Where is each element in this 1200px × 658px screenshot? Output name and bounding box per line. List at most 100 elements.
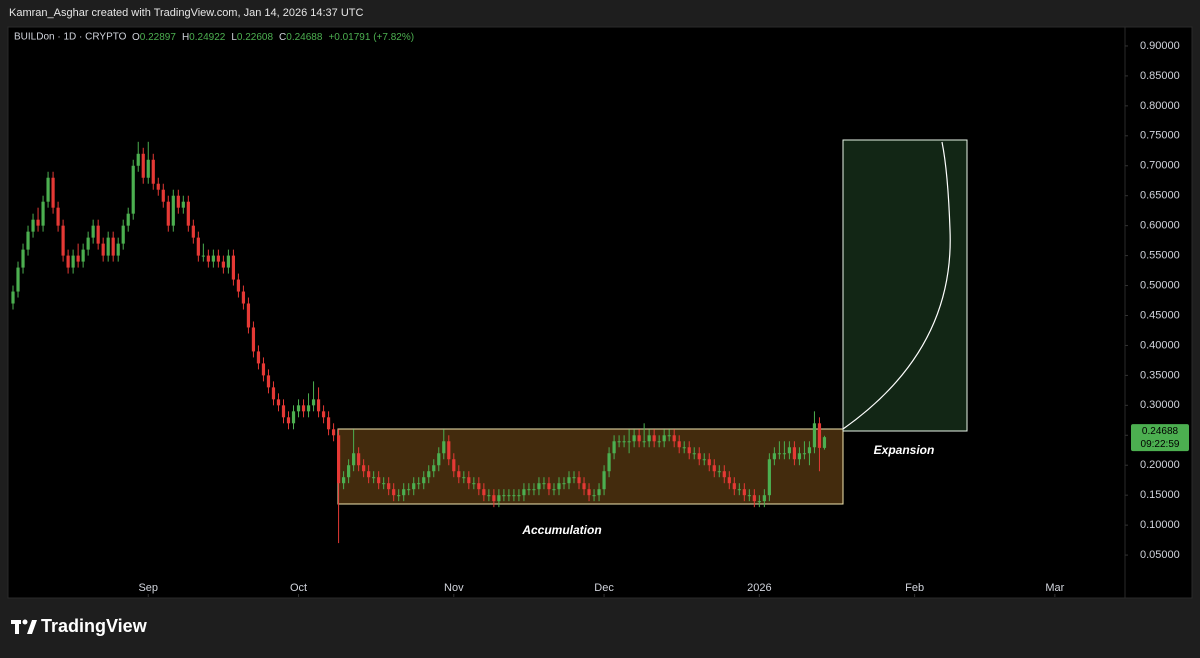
candle-body xyxy=(231,255,236,280)
candle-body xyxy=(817,423,822,448)
candle-body xyxy=(637,435,641,442)
candle-body xyxy=(321,411,326,418)
candle-body xyxy=(306,405,311,412)
x-tick-label: Sep xyxy=(138,582,158,594)
candle-body xyxy=(802,453,807,455)
candle-body xyxy=(572,477,576,479)
y-tick-label: 0.90000 xyxy=(1140,40,1180,52)
candle-body xyxy=(517,495,521,497)
candle-body xyxy=(392,489,396,496)
candle-body xyxy=(76,255,80,262)
candle-body xyxy=(16,267,20,292)
candle-body xyxy=(762,495,766,502)
candle-body xyxy=(166,201,170,226)
candle-body xyxy=(336,435,341,484)
y-tick-label: 0.10000 xyxy=(1140,519,1180,531)
candle-body xyxy=(542,483,546,485)
x-tick-label: 2026 xyxy=(747,582,771,594)
legend-value: 0.24922 xyxy=(189,32,226,43)
candle-body xyxy=(647,435,651,442)
y-tick-label: 0.70000 xyxy=(1140,160,1180,172)
y-tick-label: 0.60000 xyxy=(1140,220,1180,232)
candle-body xyxy=(412,483,416,490)
candle-body xyxy=(357,453,361,466)
candle-body xyxy=(387,483,391,490)
candle-body xyxy=(747,495,751,497)
candle-body xyxy=(652,435,656,442)
candle-body xyxy=(156,183,160,190)
candle-body xyxy=(797,453,802,460)
candle-body xyxy=(367,471,371,478)
candle-body xyxy=(372,477,376,479)
candle-body xyxy=(276,399,281,406)
candle-body xyxy=(612,441,616,454)
candle-body xyxy=(151,159,155,184)
annotation: Accumulation xyxy=(521,523,601,537)
logo-part xyxy=(27,620,37,634)
candle-body xyxy=(752,495,756,502)
logo-part xyxy=(15,620,19,634)
candle-body xyxy=(131,165,135,214)
candle-body xyxy=(71,255,75,268)
candle-body xyxy=(792,447,797,460)
candle-body xyxy=(622,441,626,443)
candle-body xyxy=(397,495,401,497)
candle-body xyxy=(81,249,85,262)
candle-body xyxy=(126,213,130,226)
candle-body xyxy=(236,279,241,292)
candle-body xyxy=(266,375,271,388)
candle-body xyxy=(402,489,406,496)
candle-body xyxy=(256,351,261,364)
candle-body xyxy=(11,291,15,304)
candle-body xyxy=(432,465,436,472)
candle-body xyxy=(522,489,526,496)
y-tick-label: 0.50000 xyxy=(1140,279,1180,291)
candle-body xyxy=(31,219,35,232)
candle-body xyxy=(777,453,781,455)
legend-value: 0.22608 xyxy=(237,32,274,43)
candle-body xyxy=(787,447,791,454)
candle-body xyxy=(331,429,336,436)
candle-body xyxy=(547,483,551,490)
candle-body xyxy=(91,225,95,238)
candle-body xyxy=(347,465,351,478)
candle-body xyxy=(296,405,301,412)
candle-body xyxy=(632,435,636,442)
y-tick-label: 0.85000 xyxy=(1140,70,1180,82)
expansion-box xyxy=(842,139,968,432)
candle-body xyxy=(96,225,100,244)
candle-body xyxy=(717,471,721,473)
candle-body xyxy=(562,483,566,485)
y-tick-label: 0.30000 xyxy=(1140,399,1180,411)
candle-body xyxy=(727,477,731,484)
candle-body xyxy=(121,225,125,244)
candle-body xyxy=(382,483,386,485)
candle-body xyxy=(567,477,571,484)
candle-body xyxy=(497,495,501,502)
last-price: 0.24688 xyxy=(1142,426,1179,437)
candle-body xyxy=(251,327,256,352)
x-tick-label: Feb xyxy=(905,582,924,594)
candle-body xyxy=(41,201,45,226)
candle-body xyxy=(607,453,611,472)
candle-body xyxy=(642,441,646,443)
y-tick-label: 0.45000 xyxy=(1140,309,1180,321)
legend-key: L xyxy=(231,32,237,43)
candle-body xyxy=(617,441,621,443)
candle-body xyxy=(687,447,691,454)
candle-body xyxy=(592,495,596,497)
candle-body xyxy=(171,195,175,226)
y-tick-label: 0.15000 xyxy=(1140,489,1180,501)
candle-body xyxy=(211,255,215,262)
candle-body xyxy=(452,459,456,472)
legend-key: O xyxy=(132,32,140,43)
countdown: 09:22:59 xyxy=(1141,439,1180,450)
last-price-box xyxy=(1131,424,1189,452)
candle-body xyxy=(161,189,165,202)
candle-body xyxy=(697,453,701,460)
candle-body xyxy=(447,441,451,460)
candle-body xyxy=(507,495,511,497)
candle-body xyxy=(201,255,205,257)
y-tick-label: 0.65000 xyxy=(1140,190,1180,202)
candle-body xyxy=(66,255,70,268)
